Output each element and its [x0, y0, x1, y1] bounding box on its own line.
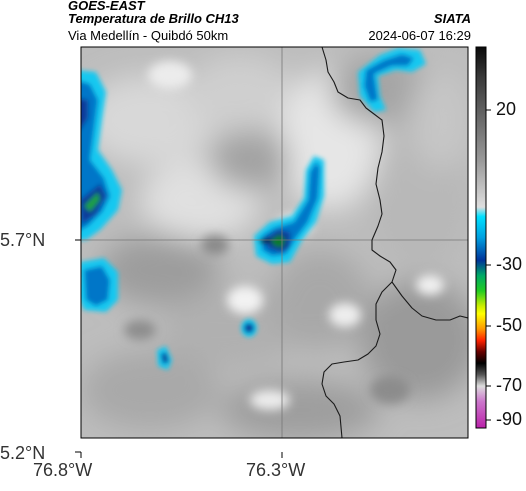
small-cell-1	[241, 319, 257, 337]
lat-tick-label: 5.7°N	[0, 230, 46, 250]
lat-tick-label: 5.2°N	[0, 443, 46, 463]
satellite-name: GOES-EAST	[68, 0, 145, 13]
colorbar-label: -90	[496, 409, 523, 429]
colorbar-label: -70	[496, 375, 523, 395]
cold-cloud-tops	[81, 48, 426, 370]
colorbar-label: -30	[496, 254, 523, 274]
lon-tick-label: 76.3°W	[246, 460, 306, 480]
organization-label: SIATA	[433, 11, 471, 26]
small-cell-2	[157, 346, 172, 370]
map-frame	[80, 46, 469, 439]
timestamp-label: 2024-06-07 16:29	[368, 28, 471, 43]
political-borders	[321, 47, 468, 438]
axis-ticks	[75, 239, 283, 458]
colorbar	[475, 46, 491, 429]
colorbar-label: 20	[496, 99, 517, 119]
west-edge-cloud	[81, 70, 122, 312]
satellite-imagery	[81, 47, 468, 438]
route-subtitle: Via Medellín - Quibdó 50km	[68, 28, 229, 43]
colorbar-label: -50	[496, 315, 523, 335]
product-title: Temperatura de Brillo CH13	[68, 11, 239, 26]
cloud-highlights	[124, 61, 444, 410]
lon-tick-label: 76.8°W	[33, 460, 93, 480]
northeast-cloud	[358, 48, 426, 112]
graticule	[81, 47, 468, 438]
